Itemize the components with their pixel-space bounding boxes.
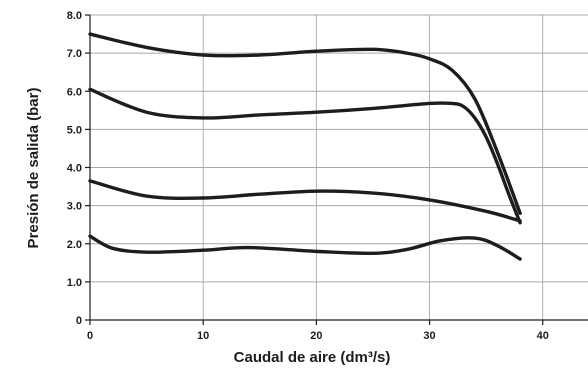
series-line-1 (88, 32, 522, 215)
series-line-3 (88, 179, 522, 223)
x-tick-label: 40 (537, 330, 549, 342)
y-tick-label: 7.0 (67, 48, 82, 60)
y-tick-label: 8.0 (67, 10, 82, 22)
series-line-2 (88, 87, 522, 225)
grid (90, 14, 588, 320)
y-axis-label: Presión de salida (bar) (25, 88, 42, 249)
y-tick-label: 4.0 (67, 163, 82, 175)
x-tick-label: 20 (310, 330, 322, 342)
y-tick-label: 5.0 (67, 124, 82, 136)
x-ticks: 0 10 20 30 40 (87, 320, 549, 342)
y-tick-label: 2.0 (67, 239, 82, 251)
y-tick-label: 1.0 (67, 277, 82, 289)
y-tick-label: 3.0 (67, 201, 82, 213)
x-tick-label: 10 (197, 330, 209, 342)
x-axis-label: Caudal de aire (dm³/s) (234, 349, 391, 366)
series-lines (88, 32, 522, 261)
y-tick-label: 0 (76, 315, 82, 327)
x-tick-label: 0 (87, 330, 93, 342)
y-tick-label: 6.0 (67, 86, 82, 98)
series-line-4 (88, 234, 522, 261)
y-ticks: 0 1.0 2.0 3.0 4.0 5.0 6.0 7.0 8.0 (67, 10, 90, 327)
x-tick-label: 30 (423, 330, 435, 342)
